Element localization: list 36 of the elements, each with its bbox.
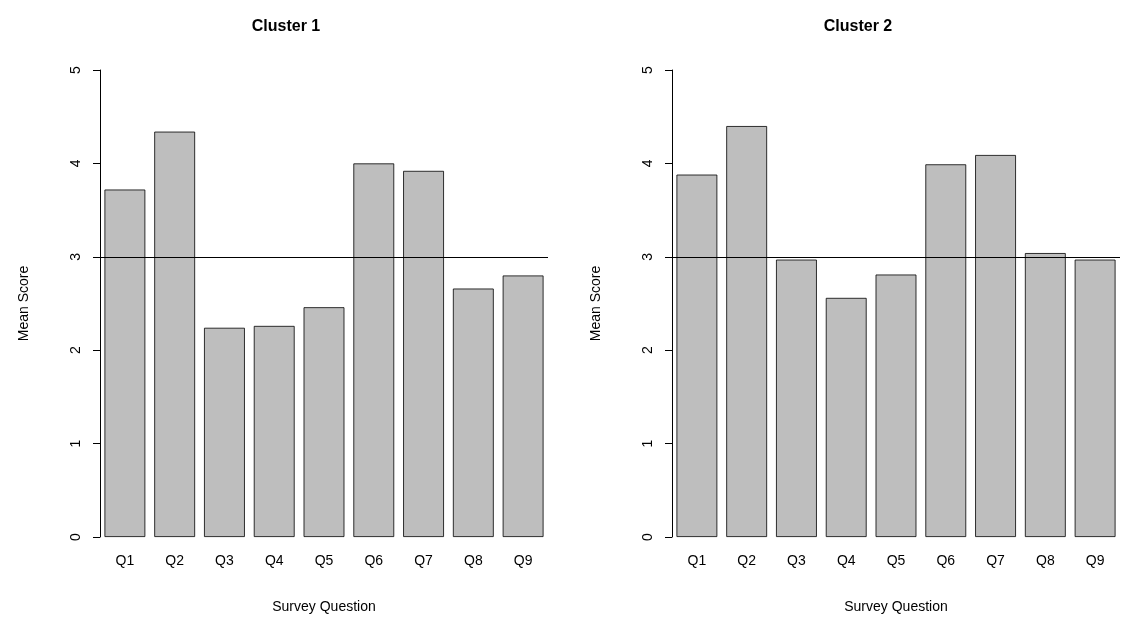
- y-tick-label: 4: [67, 159, 83, 168]
- y-tick-label: 2: [67, 346, 83, 355]
- x-tick-label: Q3: [787, 552, 806, 568]
- y-tick-label: 3: [67, 252, 83, 261]
- chart-title: Cluster 1: [251, 16, 321, 34]
- y-tick-label: 2: [639, 346, 655, 355]
- chart-title: Cluster 2: [823, 16, 893, 34]
- y-tick-label: 5: [67, 65, 83, 74]
- y-tick-label: 5: [639, 65, 655, 74]
- x-tick-label: Q6: [364, 552, 384, 568]
- x-tick-label: Q5: [314, 552, 334, 568]
- x-axis-title: Survey Question: [844, 598, 948, 614]
- y-tick-label: 1: [639, 439, 655, 448]
- y-tick-label: 1: [67, 439, 83, 448]
- x-tick-label: Q9: [513, 552, 533, 568]
- x-tick-label: Q8: [463, 552, 483, 568]
- x-tick-label: Q1: [687, 552, 707, 568]
- y-tick-label: 0: [67, 532, 83, 541]
- y-tick-label: 4: [639, 159, 655, 168]
- x-tick-label: Q8: [1035, 552, 1055, 568]
- x-tick-label: Q9: [1085, 552, 1105, 568]
- x-tick-label: Q3: [215, 552, 234, 568]
- x-tick-label: Q5: [886, 552, 906, 568]
- x-tick-label: Q4: [264, 552, 284, 568]
- y-axis-title: Mean Score: [15, 265, 31, 342]
- x-tick-label: Q6: [936, 552, 956, 568]
- x-tick-label: Q2: [165, 552, 185, 568]
- x-axis-title: Survey Question: [272, 598, 376, 614]
- y-tick-label: 0: [639, 532, 655, 541]
- y-axis-title: Mean Score: [587, 265, 603, 342]
- x-tick-label: Q1: [115, 552, 135, 568]
- x-tick-label: Q7: [986, 552, 1006, 568]
- y-tick-label: 3: [639, 252, 655, 261]
- x-tick-label: Q4: [836, 552, 856, 568]
- x-tick-label: Q2: [737, 552, 757, 568]
- x-tick-label: Q7: [414, 552, 434, 568]
